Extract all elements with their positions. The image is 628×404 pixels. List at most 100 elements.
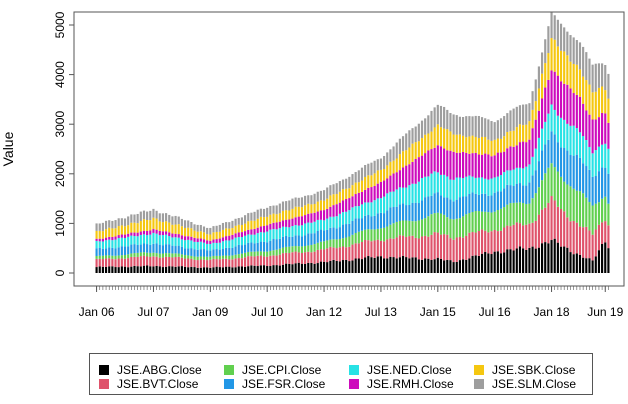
bar-segment bbox=[285, 263, 288, 273]
bar-segment bbox=[528, 182, 531, 204]
bar-segment bbox=[212, 255, 215, 259]
bar-segment bbox=[585, 166, 588, 198]
bar-segment bbox=[477, 211, 480, 232]
bar-segment bbox=[338, 227, 341, 240]
bar-segment bbox=[190, 222, 193, 229]
bar-segment bbox=[329, 216, 332, 228]
bar-segment bbox=[117, 226, 120, 236]
bar-segment bbox=[563, 51, 566, 84]
bar-segment bbox=[168, 236, 171, 245]
bar-segment bbox=[180, 226, 183, 236]
bar-segment bbox=[256, 218, 259, 228]
bar-segment bbox=[458, 197, 461, 219]
bar-segment bbox=[484, 230, 487, 252]
bar-segment bbox=[578, 226, 582, 255]
bar-segment bbox=[547, 79, 550, 114]
bar-segment bbox=[196, 238, 199, 243]
bar-segment bbox=[316, 191, 319, 202]
bar-segment bbox=[357, 258, 360, 273]
bar-segment bbox=[247, 229, 250, 235]
bar-segment bbox=[452, 179, 455, 202]
bar-segment bbox=[471, 153, 474, 177]
bar-segment bbox=[165, 244, 168, 254]
bar-segment bbox=[215, 249, 218, 256]
bar-segment bbox=[601, 222, 604, 244]
bar-segment bbox=[165, 256, 168, 267]
bar-segment bbox=[509, 110, 512, 132]
bar-segment bbox=[348, 188, 351, 199]
bar-segment bbox=[215, 239, 218, 243]
bar-segment bbox=[490, 212, 493, 232]
bar-segment bbox=[104, 258, 108, 267]
bar-segment bbox=[376, 170, 379, 184]
bar-segment bbox=[345, 211, 348, 225]
bar-segment bbox=[193, 241, 196, 250]
bar-segment bbox=[174, 266, 177, 273]
bar-segment bbox=[209, 243, 212, 251]
bar-segment bbox=[376, 183, 379, 199]
bar-segment bbox=[237, 218, 240, 225]
bar-segment bbox=[177, 253, 180, 257]
bar-segment bbox=[335, 260, 338, 273]
bar-segment bbox=[544, 121, 547, 145]
bar-segment bbox=[540, 52, 544, 74]
bar-segment bbox=[341, 212, 345, 225]
bar-segment bbox=[193, 267, 196, 273]
bar-segment bbox=[215, 255, 218, 260]
bar-segment bbox=[512, 224, 515, 251]
bar-segment bbox=[272, 222, 275, 230]
bar-segment bbox=[449, 179, 452, 200]
bar-segment bbox=[316, 242, 319, 250]
bar-segment bbox=[244, 257, 247, 267]
bar-segment bbox=[237, 232, 240, 238]
bar-segment bbox=[585, 110, 588, 141]
bar-segment bbox=[427, 216, 430, 237]
bar-segment bbox=[408, 258, 411, 273]
bar-segment bbox=[398, 220, 401, 236]
bar-segment bbox=[591, 92, 594, 120]
bar-segment bbox=[291, 218, 294, 227]
bar-segment bbox=[297, 262, 300, 273]
bar-segment bbox=[585, 258, 588, 273]
bar-segment bbox=[146, 256, 149, 266]
bar-segment bbox=[209, 259, 212, 268]
bar-segment bbox=[522, 125, 525, 142]
bar-segment bbox=[575, 128, 578, 155]
bar-segment bbox=[563, 181, 566, 212]
bar-segment bbox=[588, 202, 591, 231]
bar-segment bbox=[326, 208, 329, 219]
bar-segment bbox=[285, 219, 288, 227]
bar-segment bbox=[439, 258, 443, 273]
bar-segment bbox=[114, 248, 117, 256]
bar-segment bbox=[496, 152, 499, 177]
bar-segment bbox=[503, 151, 506, 173]
bar-segment bbox=[594, 119, 597, 151]
bar-segment bbox=[559, 208, 563, 247]
bar-segment bbox=[452, 151, 455, 180]
bar-segment bbox=[389, 191, 392, 208]
bar-segment bbox=[439, 213, 443, 235]
bar-segment bbox=[550, 240, 553, 273]
bar-segment bbox=[259, 251, 262, 256]
bar-segment bbox=[351, 234, 354, 245]
bar-segment bbox=[127, 258, 130, 268]
bar-segment bbox=[499, 175, 503, 192]
bar-segment bbox=[209, 240, 212, 244]
bar-segment bbox=[133, 265, 136, 273]
bar-segment bbox=[525, 185, 528, 205]
bar-segment bbox=[553, 109, 556, 135]
bar-segment bbox=[101, 255, 104, 260]
bar-segment bbox=[253, 256, 256, 266]
bar-segment bbox=[313, 204, 316, 213]
bar-segment bbox=[155, 265, 158, 273]
bar-segment bbox=[439, 195, 443, 214]
bar-segment bbox=[237, 237, 240, 245]
bar-segment bbox=[572, 220, 575, 255]
x-tick-label: Jan 09 bbox=[192, 305, 228, 319]
bar-segment bbox=[288, 253, 291, 264]
bar-segment bbox=[550, 196, 553, 241]
legend-swatch bbox=[99, 379, 109, 389]
bar-segment bbox=[588, 258, 591, 273]
bar-segment bbox=[294, 246, 297, 252]
bar-segment bbox=[531, 156, 534, 176]
